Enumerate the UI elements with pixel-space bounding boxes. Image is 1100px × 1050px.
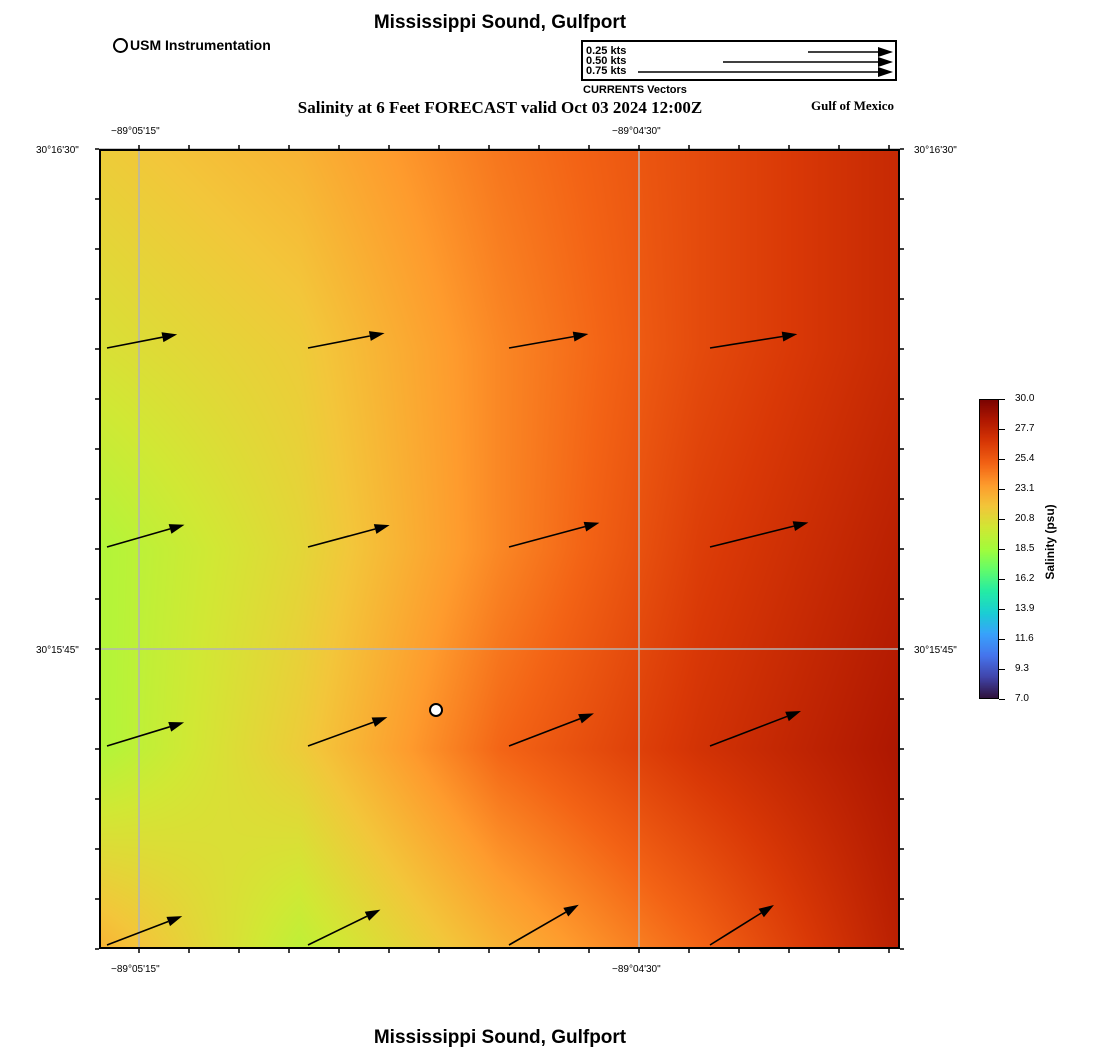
colorbar-tick-mark <box>999 609 1005 610</box>
vector-legend-caption: CURRENTS Vectors <box>583 84 687 96</box>
colorbar-tick-label: 27.7 <box>1015 423 1035 434</box>
current-vector-arrow <box>508 713 594 747</box>
colorbar-tick-label: 13.9 <box>1015 603 1035 614</box>
legend-vector-arrow <box>808 47 893 57</box>
current-vector-arrow <box>106 916 183 946</box>
current-vector-arrow <box>307 524 390 548</box>
lat-label-left-1: 30°16'30" <box>36 145 79 156</box>
current-vector-arrow <box>709 331 798 349</box>
legend-vector-arrow <box>723 57 893 67</box>
lat-label-right-2: 30°15'45" <box>914 645 957 656</box>
colorbar-tick-mark <box>999 519 1005 520</box>
current-vector-arrow <box>106 332 178 349</box>
current-vector-arrow <box>307 909 381 946</box>
current-vector-arrow <box>508 331 589 349</box>
colorbar-tick-label: 16.2 <box>1015 573 1035 584</box>
map-subtitle: Salinity at 6 Feet FORECAST valid Oct 03… <box>297 98 703 117</box>
footer-title: Mississippi Sound, Gulfport <box>373 1027 627 1048</box>
map-overlay <box>95 145 904 953</box>
colorbar-tick-mark <box>999 429 1005 430</box>
lon-label-bottom-2: −89°04'30" <box>612 964 661 975</box>
legend-entry-label: 0.75 kts <box>586 65 627 77</box>
colorbar-tick-label: 23.1 <box>1015 483 1035 494</box>
legend-entry-label: 0.25 kts <box>586 45 627 57</box>
current-vector-arrow <box>106 524 185 548</box>
salinity-map <box>95 145 904 953</box>
lon-label-top-2: −89°04'30" <box>612 126 661 137</box>
colorbar-tick-label: 30.0 <box>1015 393 1035 404</box>
colorbar-gradient <box>979 399 999 699</box>
legend-entry-label: 0.50 kts <box>586 55 627 67</box>
lat-label-left-2: 30°15'45" <box>36 645 79 656</box>
colorbar-tick-mark <box>999 399 1005 400</box>
lon-label-top-1: −89°05'15" <box>111 126 160 137</box>
colorbar-tick-label: 9.3 <box>1015 663 1029 674</box>
colorbar <box>979 399 999 699</box>
legend-arrows <box>638 47 893 77</box>
colorbar-tick-label: 7.0 <box>1015 693 1029 704</box>
vector-legend: 0.25 kts 0.50 kts 0.75 kts <box>581 40 897 81</box>
colorbar-tick-mark <box>999 549 1005 550</box>
colorbar-tick-mark <box>999 699 1005 700</box>
colorbar-tick-label: 18.5 <box>1015 543 1035 554</box>
current-vector-arrow <box>307 331 385 349</box>
colorbar-tick-mark <box>999 489 1005 490</box>
current-vector-arrow <box>709 905 774 946</box>
lat-label-right-1: 30°16'30" <box>914 145 957 156</box>
current-vector-arrow <box>508 904 579 946</box>
colorbar-tick-mark <box>999 639 1005 640</box>
usm-legend-label: USM Instrumentation <box>130 37 271 53</box>
colorbar-label: Salinity (psu) <box>1043 504 1057 580</box>
colorbar-tick-mark <box>999 459 1005 460</box>
colorbar-tick-label: 20.8 <box>1015 513 1035 524</box>
colorbar-tick-label: 25.4 <box>1015 453 1035 464</box>
salinity-field <box>99 149 900 949</box>
colorbar-tick-mark <box>999 579 1005 580</box>
current-vector-arrow <box>709 711 802 747</box>
current-vector-arrow <box>307 717 388 747</box>
legend-vector-arrow <box>638 67 893 77</box>
colorbar-tick-label: 11.6 <box>1015 633 1034 644</box>
current-vector-arrow <box>106 722 185 747</box>
current-vector-arrow <box>508 521 600 548</box>
current-vector-arrow <box>709 521 809 548</box>
usm-station-icon <box>429 703 443 717</box>
map-title: Mississippi Sound, Gulfport <box>373 12 627 33</box>
usm-station-marker-icon <box>113 38 128 53</box>
map-border <box>99 149 900 949</box>
region-label: Gulf of Mexico <box>811 98 895 113</box>
lon-label-bottom-1: −89°05'15" <box>111 964 160 975</box>
colorbar-tick-mark <box>999 669 1005 670</box>
